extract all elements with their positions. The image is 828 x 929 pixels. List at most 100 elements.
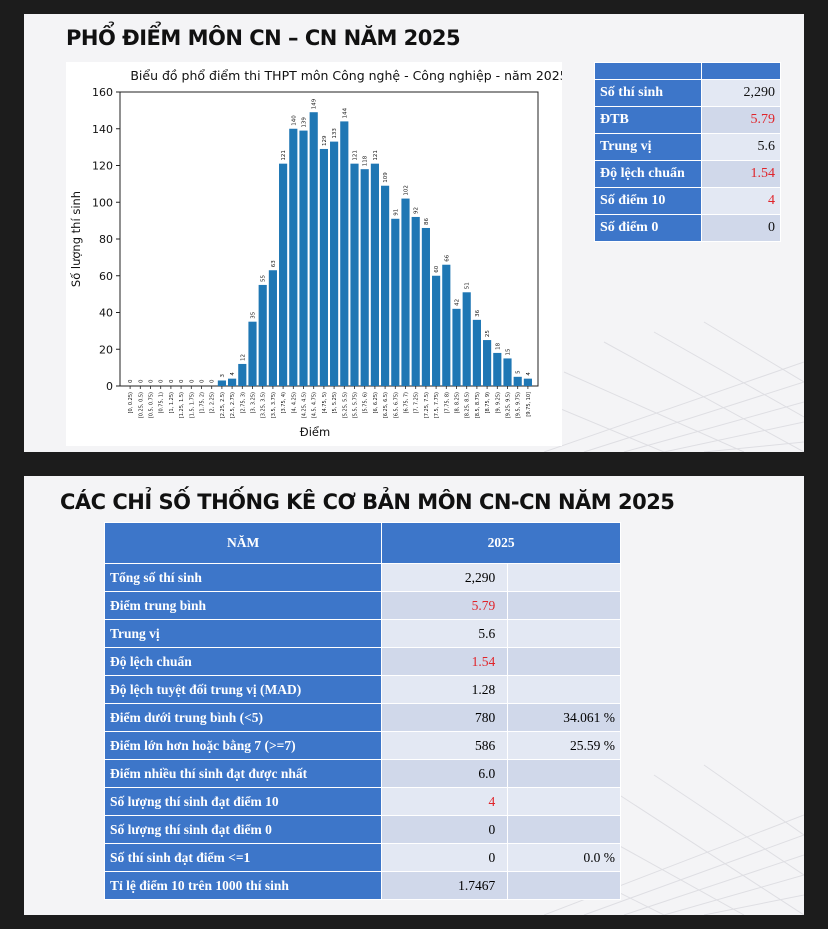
x-tick-label: [5, 5.25) xyxy=(332,392,338,413)
summary-label: Độ lệch chuẩn xyxy=(594,160,702,188)
x-tick-label: [2.75, 3) xyxy=(240,392,246,413)
header-cell xyxy=(701,62,781,80)
stats-row: Độ lệch tuyệt đối trung vị (MAD) 1.28 xyxy=(103,675,621,704)
bar xyxy=(228,378,237,386)
bar-value-label: 5 xyxy=(516,370,522,374)
bar-value-label: 0 xyxy=(138,379,144,383)
stats-label: Điểm nhiều thí sinh đạt được nhất xyxy=(103,759,383,788)
x-tick-label: [8, 8.25) xyxy=(455,392,461,413)
bar xyxy=(258,284,267,386)
summary-row: Số điểm 10 4 xyxy=(594,187,781,215)
bar-value-label: 4 xyxy=(230,372,236,376)
bar xyxy=(462,292,471,386)
stats-value: 5.6 xyxy=(381,619,509,648)
bar xyxy=(381,185,390,386)
bar xyxy=(340,121,349,387)
bar xyxy=(309,112,318,387)
x-tick-label: [9, 9.25) xyxy=(495,392,501,413)
bar-value-label: 63 xyxy=(271,260,277,267)
bar-value-label: 0 xyxy=(210,379,216,383)
x-tick-label: [0.75, 1) xyxy=(159,392,165,413)
summary-label: ĐTB xyxy=(594,106,702,134)
bar xyxy=(268,270,277,386)
stats-row: Trung vị 5.6 xyxy=(103,619,621,648)
bar-value-label: 139 xyxy=(302,117,308,128)
bar-value-label: 0 xyxy=(159,379,165,383)
stats-value: 6.0 xyxy=(381,759,509,788)
x-tick-label: [5.5, 5.75) xyxy=(353,392,359,418)
bar-value-label: 3 xyxy=(220,373,226,377)
stats-percent: 0.0 % xyxy=(507,843,621,872)
x-tick-label: [1.75, 2) xyxy=(200,392,206,413)
stats-value: 586 xyxy=(381,731,509,760)
x-tick-label: [6.5, 6.75) xyxy=(393,392,399,418)
x-tick-label: [3.5, 3.75) xyxy=(271,392,277,418)
y-tick-label: 120 xyxy=(92,160,113,173)
bar-value-label: 118 xyxy=(363,155,369,166)
y-tick-label: 80 xyxy=(99,233,113,246)
summary-value: 5.6 xyxy=(701,133,781,161)
x-tick-label: [4.5, 4.75) xyxy=(312,392,318,418)
bar-value-label: 144 xyxy=(342,107,348,118)
stats-row: Số thí sinh đạt điểm <=1 0 0.0 % xyxy=(103,843,621,872)
x-tick-label: [2.25, 2.5) xyxy=(220,392,226,418)
header-cell xyxy=(594,62,702,80)
chart-title: Biểu đồ phổ điểm thi THPT môn Công nghệ … xyxy=(130,68,562,83)
bar xyxy=(360,169,369,386)
stats-label: Số lượng thí sinh đạt điểm 0 xyxy=(103,815,383,844)
stats-label: Độ lệch tuyệt đối trung vị (MAD) xyxy=(103,675,383,704)
stats-percent: 25.59 % xyxy=(507,731,621,760)
bar-value-label: 121 xyxy=(353,150,359,161)
stats-percent: 34.061 % xyxy=(507,703,621,732)
bar-value-label: 18 xyxy=(495,342,501,349)
bar xyxy=(289,128,298,386)
x-tick-label: [4.75, 5) xyxy=(322,392,328,413)
summary-table: Số thí sinh 2,290 ĐTB 5.79 Trung vị 5.6 Độ lệc… xyxy=(594,62,781,242)
stats-row: Điểm lớn hơn hoặc bằng 7 (>=7) 586 25.59 % xyxy=(103,731,621,760)
bar xyxy=(299,130,308,386)
bar-value-label: 0 xyxy=(179,379,185,383)
stats-row: Số lượng thí sinh đạt điểm 10 4 xyxy=(103,787,621,816)
decorative-grid xyxy=(544,321,804,452)
bar xyxy=(523,378,532,386)
y-axis-label: Số lượng thí sinh xyxy=(69,191,83,287)
x-tick-label: [9.25, 9.5) xyxy=(506,392,512,418)
y-tick-label: 40 xyxy=(99,307,113,320)
stats-row: Điểm trung bình 5.79 xyxy=(103,591,621,620)
stats-value: 0 xyxy=(381,815,509,844)
summary-row: Số thí sinh 2,290 xyxy=(594,79,781,107)
x-tick-label: [3.75, 4) xyxy=(281,392,287,413)
bar xyxy=(432,275,441,386)
x-tick-label: [7.25, 7.5) xyxy=(424,392,430,418)
bar-value-label: 0 xyxy=(200,379,206,383)
x-tick-label: [1, 1.25) xyxy=(169,392,175,413)
bar-value-label: 0 xyxy=(189,379,195,383)
bar-value-label: 129 xyxy=(322,135,328,146)
x-tick-label: [6.75, 7) xyxy=(404,392,410,413)
bar xyxy=(330,141,339,386)
bar-value-label: 121 xyxy=(373,150,379,161)
x-tick-label: [5.75, 6) xyxy=(363,392,369,413)
x-tick-label: [3.25, 3.5) xyxy=(261,392,267,418)
bar xyxy=(452,308,461,386)
x-tick-label: [0.5, 0.75) xyxy=(149,392,155,418)
x-tick-label: [0, 0.25) xyxy=(128,392,134,413)
summary-label: Số thí sinh xyxy=(594,79,702,107)
stats-percent xyxy=(507,619,621,648)
x-tick-label: [2, 2.25) xyxy=(210,392,216,413)
summary-value: 0 xyxy=(701,214,781,242)
x-tick-label: [7.75, 8) xyxy=(444,392,450,413)
bar-value-label: 92 xyxy=(414,207,420,214)
stats-value: 0 xyxy=(381,843,509,872)
stats-percent xyxy=(507,759,621,788)
x-tick-label: [0.25, 0.5) xyxy=(138,392,144,418)
bar-value-label: 60 xyxy=(434,265,440,272)
stats-value: 1.7467 xyxy=(381,871,509,900)
bar-value-label: 0 xyxy=(128,379,134,383)
bar xyxy=(238,363,247,386)
bar-value-label: 86 xyxy=(424,217,430,224)
bar-value-label: 15 xyxy=(506,348,512,355)
summary-value: 2,290 xyxy=(701,79,781,107)
stats-value: 1.54 xyxy=(381,647,509,676)
